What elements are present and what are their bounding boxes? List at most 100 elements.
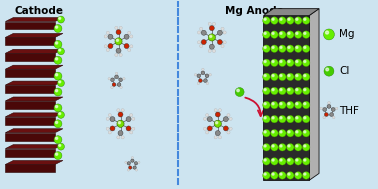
Circle shape	[279, 115, 286, 123]
Circle shape	[296, 131, 298, 133]
Circle shape	[117, 83, 121, 86]
Polygon shape	[5, 81, 63, 85]
Circle shape	[264, 145, 266, 147]
Circle shape	[214, 120, 222, 127]
Circle shape	[323, 108, 327, 112]
Circle shape	[272, 60, 274, 63]
Circle shape	[235, 88, 244, 97]
Circle shape	[221, 27, 224, 30]
Circle shape	[304, 32, 306, 34]
Circle shape	[302, 59, 310, 67]
Circle shape	[108, 43, 113, 49]
Circle shape	[320, 107, 322, 110]
Polygon shape	[5, 113, 63, 117]
Polygon shape	[5, 22, 55, 29]
Circle shape	[304, 60, 306, 63]
Circle shape	[288, 74, 290, 77]
Circle shape	[214, 109, 217, 112]
Circle shape	[288, 89, 290, 91]
Circle shape	[288, 18, 290, 20]
Circle shape	[264, 32, 266, 34]
Polygon shape	[5, 33, 63, 37]
Circle shape	[264, 74, 266, 77]
Circle shape	[279, 45, 286, 53]
Circle shape	[106, 117, 109, 120]
Circle shape	[212, 50, 215, 53]
Polygon shape	[309, 9, 319, 180]
Circle shape	[287, 115, 294, 123]
Circle shape	[194, 74, 197, 76]
Circle shape	[111, 86, 113, 89]
Circle shape	[227, 131, 230, 134]
Circle shape	[54, 88, 62, 96]
Circle shape	[287, 129, 294, 137]
Circle shape	[108, 34, 113, 39]
Circle shape	[294, 45, 302, 53]
Circle shape	[223, 31, 226, 34]
Circle shape	[288, 159, 290, 161]
Circle shape	[280, 159, 282, 161]
Circle shape	[124, 34, 129, 39]
Circle shape	[128, 48, 131, 52]
Circle shape	[328, 101, 330, 104]
Circle shape	[119, 26, 122, 29]
Circle shape	[302, 129, 310, 137]
Circle shape	[272, 32, 274, 34]
Circle shape	[59, 81, 61, 83]
Circle shape	[132, 117, 135, 120]
Circle shape	[302, 101, 310, 109]
Circle shape	[272, 145, 274, 147]
Circle shape	[115, 38, 122, 45]
Circle shape	[54, 56, 62, 64]
Circle shape	[118, 112, 123, 117]
Circle shape	[202, 68, 204, 71]
Circle shape	[229, 117, 232, 120]
Circle shape	[280, 145, 282, 147]
Circle shape	[59, 113, 61, 115]
Circle shape	[116, 30, 121, 35]
Circle shape	[132, 127, 135, 130]
Circle shape	[272, 131, 274, 133]
Circle shape	[120, 86, 122, 89]
Circle shape	[272, 173, 274, 175]
Circle shape	[302, 87, 310, 95]
Circle shape	[264, 173, 266, 175]
Circle shape	[56, 137, 58, 139]
Circle shape	[210, 35, 212, 37]
Circle shape	[264, 159, 266, 161]
Polygon shape	[5, 53, 55, 61]
Circle shape	[122, 77, 125, 80]
Circle shape	[104, 45, 107, 48]
Circle shape	[130, 131, 133, 134]
Circle shape	[271, 45, 278, 53]
Circle shape	[271, 115, 278, 123]
Polygon shape	[263, 15, 309, 180]
Circle shape	[209, 74, 211, 76]
Circle shape	[287, 73, 294, 81]
Circle shape	[223, 126, 228, 131]
Circle shape	[287, 17, 294, 24]
Circle shape	[263, 172, 270, 179]
Circle shape	[116, 48, 121, 53]
Circle shape	[302, 158, 310, 165]
Circle shape	[57, 111, 64, 118]
Circle shape	[135, 169, 138, 171]
Circle shape	[215, 122, 218, 124]
Polygon shape	[5, 37, 55, 45]
Circle shape	[133, 166, 136, 169]
Circle shape	[271, 158, 278, 165]
Circle shape	[288, 60, 290, 63]
Circle shape	[279, 31, 286, 38]
Circle shape	[126, 117, 131, 122]
Circle shape	[129, 166, 132, 169]
Circle shape	[223, 117, 228, 122]
Circle shape	[214, 136, 217, 139]
Circle shape	[279, 17, 286, 24]
Circle shape	[57, 48, 64, 55]
Circle shape	[208, 34, 215, 41]
Circle shape	[54, 25, 62, 33]
Circle shape	[288, 145, 290, 147]
Circle shape	[279, 87, 286, 95]
Circle shape	[280, 60, 282, 63]
Polygon shape	[5, 65, 63, 69]
